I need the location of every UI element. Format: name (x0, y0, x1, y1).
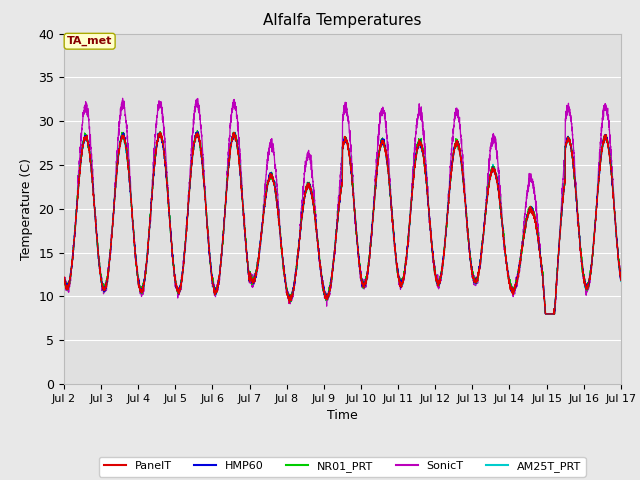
HMP60 (422, 180, 430, 186)
SonicT (273, 183, 281, 189)
AM25T_PRT (518, 246, 525, 252)
HMP60 (617, 275, 625, 281)
HMP60 (541, 311, 549, 317)
Line: PanelT: PanelT (64, 132, 621, 314)
SonicT (394, 268, 402, 274)
AM25T_PRT (476, 266, 483, 272)
HMP60 (60, 275, 68, 281)
AM25T_PRT (617, 278, 625, 284)
Line: AM25T_PRT: AM25T_PRT (64, 132, 621, 314)
SonicT (60, 274, 68, 280)
PanelT (273, 196, 281, 202)
Line: SonicT: SonicT (64, 98, 621, 314)
Text: TA_met: TA_met (67, 36, 113, 47)
SonicT (541, 311, 549, 317)
NR01_PRT (273, 201, 281, 206)
NR01_PRT (193, 128, 201, 133)
NR01_PRT (161, 161, 169, 167)
Y-axis label: Temperature (C): Temperature (C) (20, 158, 33, 260)
PanelT (394, 272, 402, 277)
PanelT (60, 274, 68, 280)
HMP60 (394, 268, 402, 274)
PanelT (230, 130, 238, 135)
AM25T_PRT (273, 201, 281, 206)
HMP60 (273, 197, 281, 203)
SonicT (161, 143, 169, 148)
SonicT (119, 96, 127, 101)
HMP60 (194, 129, 202, 134)
NR01_PRT (60, 275, 68, 281)
PanelT (617, 277, 625, 283)
SonicT (476, 266, 483, 272)
NR01_PRT (541, 311, 549, 317)
PanelT (161, 160, 169, 166)
PanelT (518, 248, 525, 253)
Line: NR01_PRT: NR01_PRT (64, 131, 621, 314)
NR01_PRT (476, 264, 483, 269)
NR01_PRT (394, 273, 402, 278)
HMP60 (518, 246, 525, 252)
PanelT (541, 311, 549, 317)
AM25T_PRT (394, 270, 402, 276)
HMP60 (476, 264, 483, 270)
AM25T_PRT (422, 179, 430, 185)
SonicT (617, 276, 625, 282)
PanelT (422, 178, 430, 183)
SonicT (518, 247, 525, 252)
AM25T_PRT (161, 159, 169, 165)
PanelT (476, 265, 483, 271)
X-axis label: Time: Time (327, 409, 358, 422)
SonicT (422, 162, 430, 168)
Title: Alfalfa Temperatures: Alfalfa Temperatures (263, 13, 422, 28)
NR01_PRT (422, 179, 430, 185)
NR01_PRT (617, 276, 625, 282)
NR01_PRT (518, 247, 525, 252)
HMP60 (161, 158, 169, 164)
Legend: PanelT, HMP60, NR01_PRT, SonicT, AM25T_PRT: PanelT, HMP60, NR01_PRT, SonicT, AM25T_P… (99, 457, 586, 477)
AM25T_PRT (541, 311, 549, 317)
AM25T_PRT (60, 275, 68, 281)
AM25T_PRT (194, 129, 202, 135)
Line: HMP60: HMP60 (64, 132, 621, 314)
